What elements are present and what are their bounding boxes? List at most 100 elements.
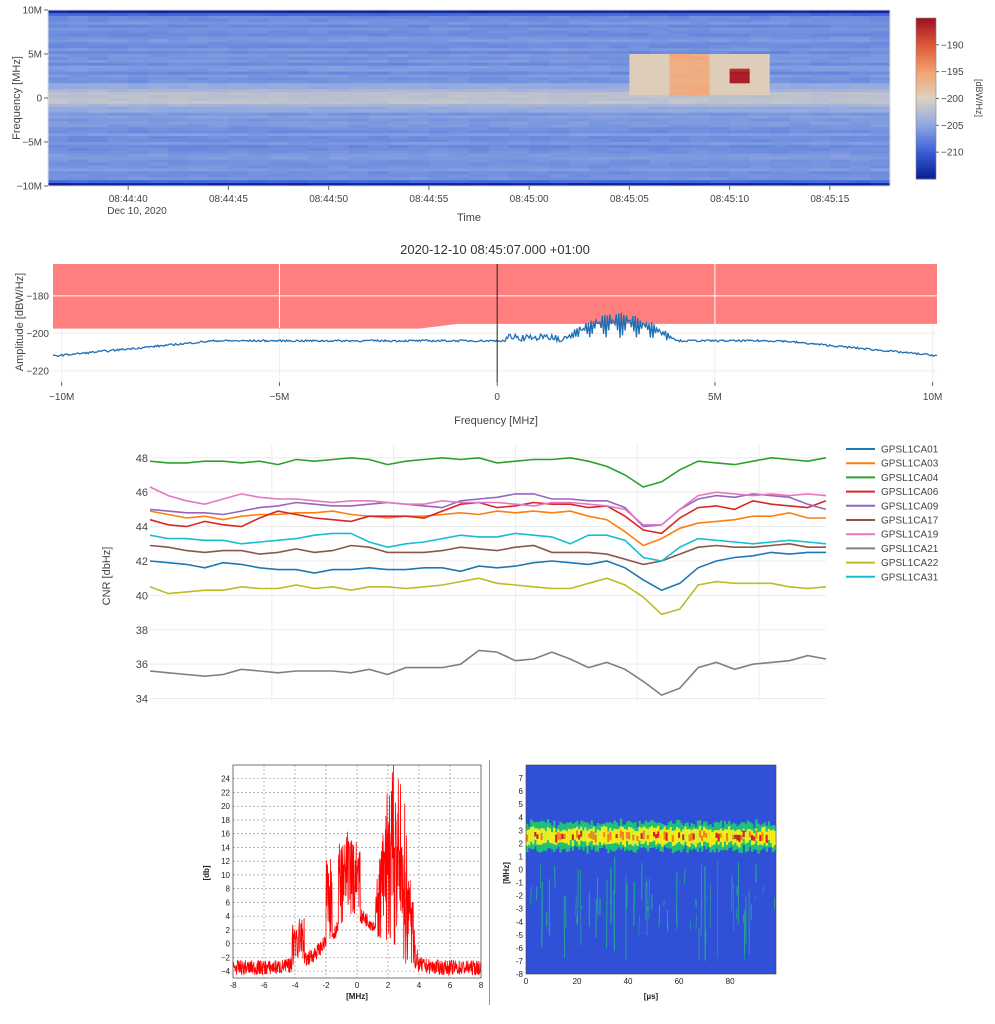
spectrogram-cell [549,162,570,166]
spectrogram-cell [589,162,610,166]
spectrogram-cell [388,109,410,114]
spectrogram-cell [188,144,209,149]
spectrogram-cell [248,156,269,160]
spectrogram-cell [128,12,149,17]
spectrogram-cell [709,95,731,99]
spectrogram-cell [428,54,450,58]
spectrogram-cell [308,18,330,23]
spectrogram-cell [368,142,390,146]
spectrogram-cell [348,177,370,181]
spectrogram-cell [168,180,189,184]
spectrogram-cell [469,98,490,102]
spectrogram-cell [428,27,450,31]
spectrogram-cell [529,68,550,72]
spectrogram-cell [328,65,350,70]
spectrogram-cell [428,74,450,78]
spectrogram-cell [428,112,450,116]
spectrogram-cell [268,130,289,134]
spectrogram-cell [789,174,811,178]
spectrogram-cell [248,183,269,187]
spectrogram-cell [168,165,189,169]
spectrogram-cell [88,48,109,52]
spectrogram-cell [348,15,370,20]
spectrogram-cell [729,27,751,31]
spectrogram-cell [268,21,289,26]
spectrogram-cell [629,95,650,99]
spectrogram-cell [308,98,330,102]
spectrogram-cell [729,12,751,17]
spectrogram-cell [408,156,430,160]
spectrogram-cell [128,36,149,40]
spectrogram-cell [288,42,310,46]
spectrogram-cell [849,59,871,64]
waterfall-peak-cell [703,831,706,837]
spectrogram-cell [809,80,831,84]
waterfall-band-cell [542,828,546,844]
spectrogram-cell [308,130,330,134]
spectrogram-cell [428,30,450,34]
spectrogram-cell [188,106,209,111]
spectrogram-cell [869,12,891,17]
waterfall-peak-cell [580,830,583,837]
spectrogram-cell [368,68,390,72]
spectrogram-cell [68,142,89,146]
spectrogram-cell [248,15,269,20]
spectrogram-row [48,174,891,178]
spectrogram-cell [128,80,149,84]
spectrogram-cell [188,51,209,55]
spectrogram-cell [869,10,891,14]
spectrogram-cell [408,89,430,93]
spectrogram-cell [268,162,289,166]
waterfall-band-cell [667,829,671,842]
spectrogram-cell [849,86,871,90]
spectrogram-cell [789,156,811,160]
waterfall-peak-cell [571,834,575,841]
spectrogram-row [48,74,891,78]
spectrogram-row [48,39,891,43]
spectrogram-cell [168,136,189,140]
spectrogram-cell [669,127,690,131]
spectrogram-cell [509,77,530,81]
spectrogram-cell [769,68,791,72]
spectrogram-cell [388,51,410,55]
spectrogram-cell [789,121,811,125]
spectrogram-cell [789,68,811,72]
spectrogram-cell [48,118,69,122]
spectrogram-cell [288,95,310,99]
spectrogram-cell [308,27,330,31]
spectrogram-cell [729,71,751,75]
spectrogram-cell [268,36,289,40]
spectrogram-cell [88,33,109,37]
waterfall-y-axis-title: [MHz] [502,862,511,884]
spectrogram-cell [629,83,650,87]
fft-y-tick-label: 12 [221,857,230,866]
spectrogram-cell [268,106,289,111]
spectrogram-cell [68,65,89,70]
spectrogram-cell [709,127,731,131]
spectrogram-cell [128,68,149,72]
spectrogram-cell [288,62,310,67]
waterfall-band-cell [551,832,554,844]
spectrogram-cell [268,109,289,114]
spectrogram-cell [288,136,310,140]
spectrogram-x-tick-label: 08:44:55 [409,194,448,205]
spectrogram-cell [769,10,791,14]
spectrogram-cell [148,80,169,84]
spectrogram-cell [869,171,891,175]
waterfall-streak [554,865,556,889]
waterfall-peak-cell [719,833,723,838]
waterfall-peak-cell [698,830,702,838]
spectrogram-cell [649,147,670,152]
spectrogram-cell [208,159,229,163]
spectrogram-cell [428,80,450,84]
spectrogram-cell [589,86,610,90]
waterfall-peak-cell [590,830,593,839]
spectrogram-cell [348,86,370,90]
spectrogram-row [48,106,891,111]
spectrogram-cell [769,45,791,49]
spectrogram-cell [709,27,731,31]
spectrogram-cell [408,121,430,125]
spectrogram-cell [789,133,811,137]
spectrogram-cell [48,106,69,111]
spectrogram-cell [669,77,690,81]
